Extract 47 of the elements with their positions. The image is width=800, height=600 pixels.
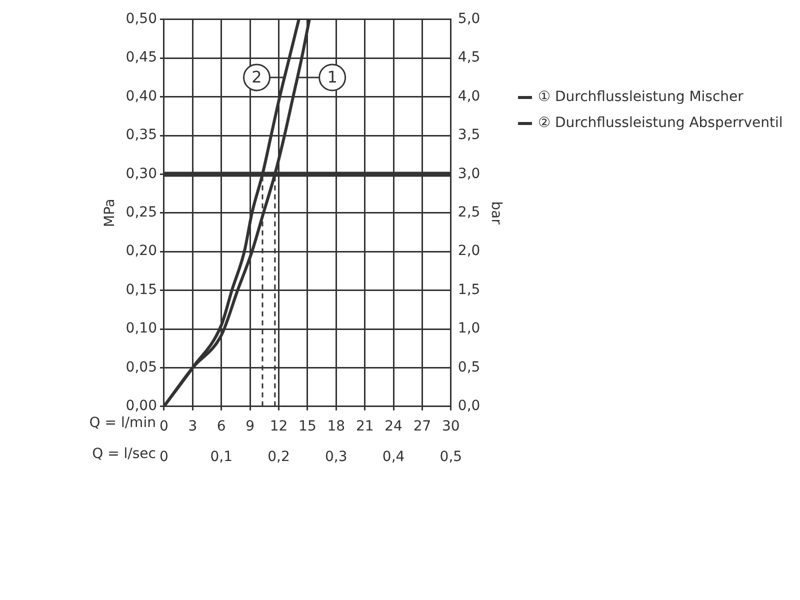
y-tick-label: 0,50 <box>126 11 157 28</box>
y-tick-label: 0,05 <box>126 359 157 376</box>
y-tick-label: 0,40 <box>126 88 157 104</box>
legend-label: ① Durchflussleistung Mischer <box>538 88 744 107</box>
x-tick-label: 6 <box>216 418 226 434</box>
y-tick-label: 0,20 <box>126 243 157 260</box>
y2-tick-label: 0,0 <box>458 398 480 414</box>
x-tick-label: 9 <box>246 418 255 434</box>
x2-tick-label: 0,2 <box>268 449 290 466</box>
x-tick-label: 21 <box>356 418 374 434</box>
x2-tick-label: 0 <box>160 449 168 466</box>
y-tick-label: 0,10 <box>126 320 157 337</box>
y-tick-label: 0,25 <box>126 204 157 221</box>
y-tick-label: 0,35 <box>126 127 157 144</box>
annotation: 2 <box>252 68 262 87</box>
x-tick-label: 27 <box>413 418 432 434</box>
y-tick-label: 0,30 <box>126 166 157 182</box>
y2-tick-label: 5,0 <box>458 11 480 28</box>
x-tick-label: 18 <box>327 418 346 434</box>
y-tick-label: 0,00 <box>126 398 157 414</box>
y2-tick-label: 2,0 <box>458 243 480 260</box>
x-tick-label: 30 <box>442 418 460 434</box>
x-tick-label: 24 <box>384 418 403 434</box>
x2-tick-label: 0,4 <box>382 449 405 466</box>
y2-tick-label: 3,5 <box>458 127 480 144</box>
y-tick-label: 0,45 <box>126 50 157 66</box>
x-tick-label: 3 <box>188 418 198 434</box>
x2-tick-label: 0,3 <box>325 449 348 466</box>
y2-tick-label: 0,5 <box>458 359 480 376</box>
y2-axis-title: bar <box>488 201 504 225</box>
annotation: 1 <box>327 68 338 87</box>
x2-tick-label: 0,5 <box>440 449 462 466</box>
x2-axis-title: Q = l/sec <box>92 446 156 462</box>
x-axis-title: Q = l/min <box>89 415 156 432</box>
y2-tick-label: 4,5 <box>458 50 480 66</box>
y-axis-title: MPa <box>102 198 118 228</box>
y2-tick-label: 3,0 <box>458 166 480 182</box>
x-tick-label: 12 <box>270 418 288 434</box>
x2-tick-label: 0,1 <box>210 449 232 466</box>
x-tick-label: 0 <box>160 418 168 434</box>
y2-tick-label: 2,5 <box>458 204 480 221</box>
y2-tick-label: 4,0 <box>458 88 480 104</box>
legend-label: ② Durchflussleistung Absperrventil <box>538 114 783 133</box>
y2-tick-label: 1,5 <box>458 282 480 298</box>
x-tick-label: 15 <box>298 418 316 434</box>
y2-tick-label: 1,0 <box>458 320 480 337</box>
y-tick-label: 0,15 <box>126 282 157 298</box>
